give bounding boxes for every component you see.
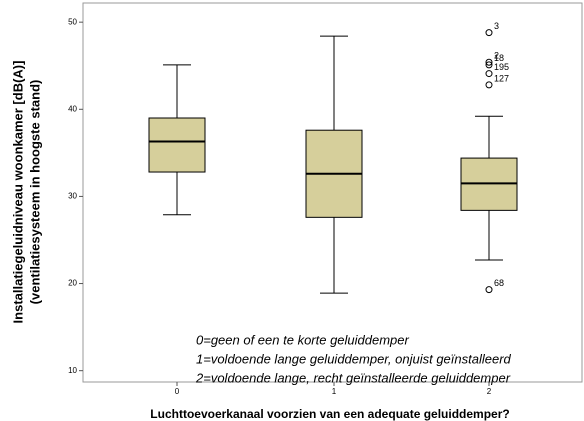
outlier — [485, 286, 493, 294]
y-tick-label: 50 — [68, 17, 77, 26]
annotation: 0=geen of een te korte geluiddemper — [196, 332, 410, 347]
y-tick-label: 20 — [68, 279, 77, 288]
outlier-label: 127 — [494, 73, 509, 83]
annotation: 2=voldoende lange, recht geïnstalleerde … — [195, 370, 511, 385]
x-tick-label: 0 — [175, 387, 180, 396]
y-tick-label: 30 — [68, 192, 77, 201]
y-axis-label: Installatiegeluidniveau woonkamer [dB(A)… — [10, 61, 25, 324]
y-tick-label: 40 — [68, 104, 77, 113]
box — [148, 117, 206, 173]
outlier-label: 3 — [494, 21, 499, 31]
outlier — [485, 70, 493, 78]
outlier-label: 18 — [494, 53, 504, 63]
outlier-label: 68 — [494, 278, 504, 288]
outlier — [485, 58, 493, 66]
outlier-label: 195 — [494, 62, 509, 72]
outlier-label: 2 — [494, 51, 499, 61]
outlier — [485, 61, 493, 69]
x-tick-label: 1 — [332, 387, 337, 396]
outlier — [485, 81, 493, 89]
outlier — [485, 29, 493, 37]
x-tick-label: 2 — [487, 387, 492, 396]
y-axis-label: (ventilatiesysteem in hoogste stand) — [27, 80, 42, 305]
annotation: 1=voldoende lange geluiddemper, onjuist … — [196, 351, 512, 366]
y-tick-label: 10 — [68, 366, 77, 375]
x-axis-label: Luchttoevoerkanaal voorzien van een adeq… — [150, 407, 509, 421]
